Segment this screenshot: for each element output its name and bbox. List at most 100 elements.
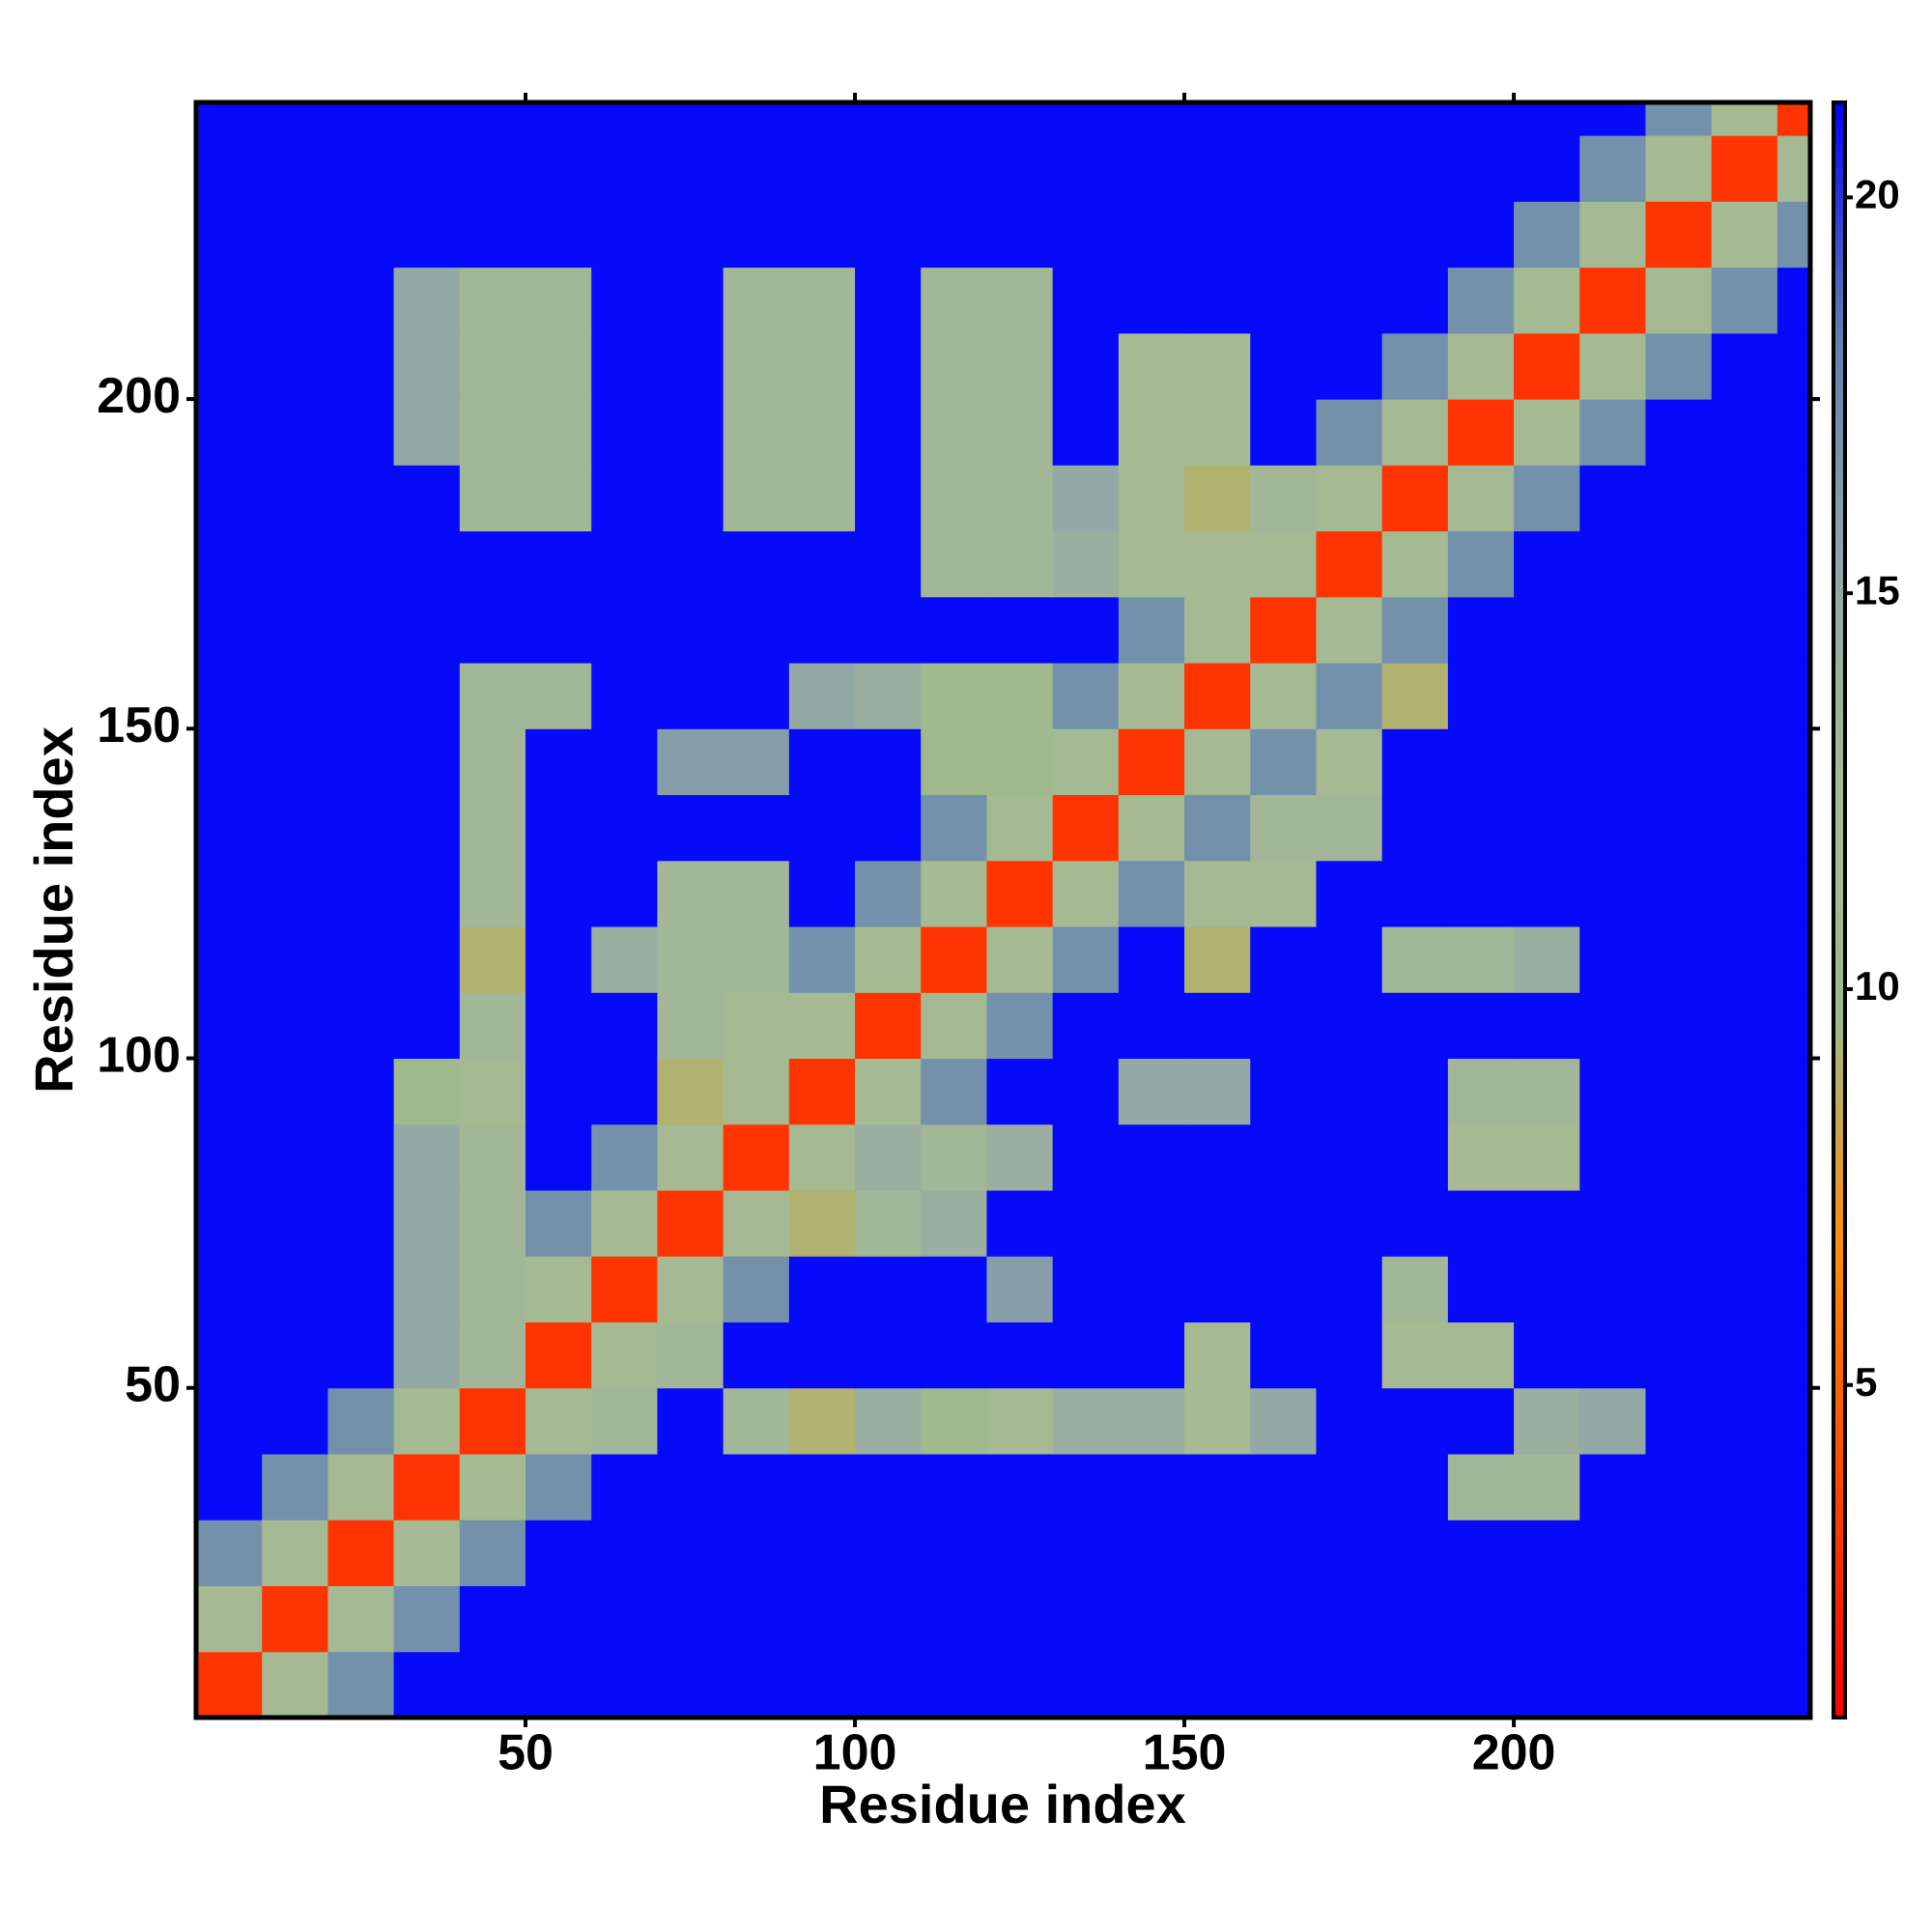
heatmap-cell <box>1579 1190 1646 1257</box>
heatmap-cell <box>1316 1256 1383 1323</box>
heatmap-cell <box>1184 1321 1251 1389</box>
heatmap-cell <box>1711 1190 1778 1257</box>
heatmap-cell <box>327 860 395 927</box>
heatmap-cell <box>1776 399 1810 466</box>
heatmap-cell <box>526 399 592 466</box>
heatmap-cell <box>393 728 461 796</box>
heatmap-cell <box>1052 1321 1120 1389</box>
heatmap-cell <box>657 1387 724 1455</box>
heatmap-cell <box>1250 1190 1317 1257</box>
heatmap-cell <box>986 399 1054 466</box>
heatmap-cell <box>1184 1585 1251 1653</box>
heatmap-cell <box>1381 1585 1449 1653</box>
heatmap-cell <box>1052 332 1120 400</box>
heatmap-cell <box>855 267 922 334</box>
heatmap-cell <box>1250 728 1317 796</box>
heatmap-cell <box>196 1585 263 1653</box>
heatmap-cell <box>1250 596 1317 664</box>
heatmap-cell <box>459 1387 526 1455</box>
heatmap-cell <box>262 332 328 400</box>
heatmap-cell <box>459 1454 526 1520</box>
heatmap-cell <box>855 1454 922 1520</box>
heatmap-cell <box>526 267 592 334</box>
heatmap-cell <box>921 992 987 1060</box>
heatmap-cell <box>1381 102 1449 136</box>
heatmap-cell <box>591 1651 658 1718</box>
heatmap-cell <box>1250 135 1317 202</box>
heatmap-cell <box>327 399 395 466</box>
heatmap-cell <box>1184 135 1251 202</box>
heatmap-cell <box>1381 860 1449 927</box>
heatmap-cell <box>921 1123 987 1191</box>
heatmap-cell <box>196 135 263 202</box>
heatmap-cell <box>1184 1387 1251 1455</box>
heatmap-cell <box>1381 135 1449 202</box>
heatmap-cell <box>526 1058 592 1125</box>
heatmap-cell <box>1579 728 1646 796</box>
heatmap-cell <box>788 926 856 993</box>
heatmap-cell <box>1118 992 1185 1060</box>
colorbar-tick-label: 10 <box>1855 963 1900 1009</box>
heatmap-cell <box>1381 1321 1449 1389</box>
heatmap-cell <box>986 1123 1054 1191</box>
heatmap-cell <box>526 926 592 993</box>
heatmap-cell <box>1381 332 1449 400</box>
heatmap-cell <box>1381 1520 1449 1587</box>
heatmap-cell <box>788 399 856 466</box>
heatmap-cell <box>1776 1256 1810 1323</box>
heatmap-cell <box>1447 663 1515 729</box>
heatmap-cell <box>526 135 592 202</box>
heatmap-cell <box>1381 926 1449 993</box>
heatmap-cell <box>1579 399 1646 466</box>
plot-frame <box>193 99 1813 1720</box>
heatmap-cell <box>1514 201 1580 269</box>
heatmap-cell <box>262 102 328 136</box>
heatmap-cell <box>1776 1123 1810 1191</box>
heatmap-cell <box>1447 399 1515 466</box>
heatmap-cell <box>393 465 461 532</box>
heatmap-cell <box>1381 267 1449 334</box>
heatmap-cell <box>1579 596 1646 664</box>
heatmap-cell <box>393 1123 461 1191</box>
heatmap-cell <box>1316 992 1383 1060</box>
heatmap-cell <box>327 663 395 729</box>
heatmap-cell <box>526 728 592 796</box>
heatmap-cell <box>1711 1123 1778 1191</box>
heatmap-cell <box>262 1585 328 1653</box>
heatmap-cell <box>986 1454 1054 1520</box>
heatmap-cell <box>1514 530 1580 598</box>
heatmap-cell <box>921 1387 987 1455</box>
heatmap-cell <box>921 1190 987 1257</box>
heatmap-cell <box>393 201 461 269</box>
heatmap-cell <box>1514 1454 1580 1520</box>
heatmap-cell <box>657 728 724 796</box>
heatmap-cell <box>1645 728 1713 796</box>
heatmap-cell <box>1381 465 1449 532</box>
heatmap-cell <box>1184 596 1251 664</box>
heatmap-cell <box>657 1256 724 1323</box>
heatmap-cell <box>327 1454 395 1520</box>
heatmap-cell <box>1316 1321 1383 1389</box>
heatmap-cell <box>591 1321 658 1389</box>
heatmap-cell <box>262 135 328 202</box>
heatmap-cell <box>262 267 328 334</box>
heatmap-cell <box>526 465 592 532</box>
heatmap-cell <box>262 399 328 466</box>
heatmap-cell <box>1381 992 1449 1060</box>
heatmap-cell <box>788 201 856 269</box>
heatmap-cell <box>1447 1321 1515 1389</box>
heatmap-cell <box>788 1321 856 1389</box>
x-tick-label: 50 <box>497 1725 554 1781</box>
heatmap-cell <box>986 992 1054 1060</box>
heatmap-cell <box>1118 1123 1185 1191</box>
heatmap-cell <box>1447 1585 1515 1653</box>
heatmap-cell <box>855 1585 922 1653</box>
heatmap-cell <box>459 1651 526 1718</box>
heatmap-cell <box>1579 926 1646 993</box>
heatmap-cell <box>1052 728 1120 796</box>
heatmap-cell <box>196 1520 263 1587</box>
heatmap-cell <box>1316 1651 1383 1718</box>
heatmap-cell <box>1316 267 1383 334</box>
heatmap-cell <box>1711 1454 1778 1520</box>
heatmap-cell <box>921 1651 987 1718</box>
